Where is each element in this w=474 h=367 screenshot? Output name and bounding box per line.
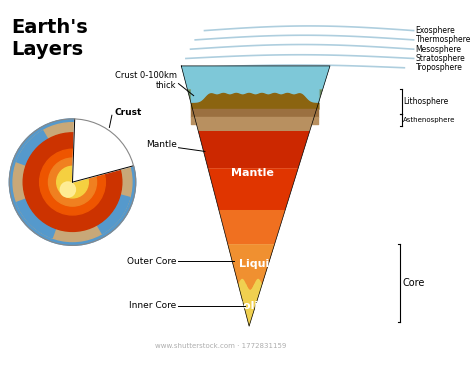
Polygon shape <box>228 244 274 284</box>
Text: Mantle: Mantle <box>231 168 274 178</box>
Polygon shape <box>181 66 330 89</box>
Polygon shape <box>219 210 285 244</box>
Polygon shape <box>228 244 274 290</box>
Wedge shape <box>17 131 73 182</box>
Polygon shape <box>193 112 316 122</box>
Text: Crust 0-100km
thick: Crust 0-100km thick <box>115 71 177 91</box>
Polygon shape <box>191 103 319 112</box>
Circle shape <box>40 149 105 215</box>
Text: Asthenosphere: Asthenosphere <box>403 117 456 123</box>
Text: Outer Core: Outer Core <box>127 257 177 266</box>
Text: Lithosphere: Lithosphere <box>403 97 449 106</box>
Polygon shape <box>187 89 323 103</box>
Text: Crust: Crust <box>114 108 142 117</box>
Polygon shape <box>198 131 310 168</box>
Text: Stratosphere: Stratosphere <box>416 54 465 63</box>
Text: Mesosphere: Mesosphere <box>416 45 462 54</box>
Circle shape <box>23 133 122 232</box>
Text: Core: Core <box>402 278 425 288</box>
Polygon shape <box>181 66 330 89</box>
Wedge shape <box>17 182 73 238</box>
Polygon shape <box>238 284 262 326</box>
Circle shape <box>57 166 88 198</box>
Text: Liquid: Liquid <box>239 259 277 269</box>
Text: Thermosphere: Thermosphere <box>416 35 471 44</box>
Text: www.shutterstock.com · 1772831159: www.shutterstock.com · 1772831159 <box>155 344 286 349</box>
Polygon shape <box>196 122 313 131</box>
Circle shape <box>48 158 97 206</box>
Circle shape <box>13 123 132 241</box>
Polygon shape <box>238 279 262 326</box>
Text: Inner Core: Inner Core <box>129 301 177 310</box>
Wedge shape <box>73 182 130 233</box>
Text: Mantle: Mantle <box>146 141 177 149</box>
Text: Troposphere: Troposphere <box>416 63 462 72</box>
Polygon shape <box>208 168 298 210</box>
Circle shape <box>9 119 136 245</box>
Text: Solid: Solid <box>236 301 266 311</box>
Text: Earth's
Layers: Earth's Layers <box>11 18 88 59</box>
Circle shape <box>60 182 75 197</box>
Wedge shape <box>73 116 136 182</box>
Text: Exosphere: Exosphere <box>416 26 455 35</box>
